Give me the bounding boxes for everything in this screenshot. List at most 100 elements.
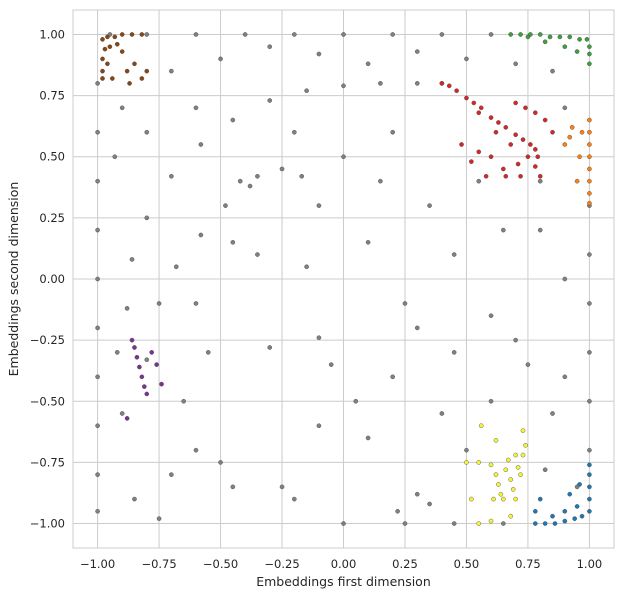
data-point bbox=[535, 154, 541, 160]
data-point bbox=[523, 105, 528, 111]
data-point bbox=[503, 125, 509, 130]
data-point bbox=[95, 129, 100, 135]
data-point bbox=[562, 276, 568, 282]
data-point bbox=[518, 32, 523, 37]
data-point bbox=[173, 264, 179, 270]
data-point bbox=[119, 411, 125, 416]
data-point bbox=[156, 301, 162, 306]
data-point bbox=[439, 411, 445, 416]
y-tick-label: −1.00 bbox=[30, 517, 65, 531]
plot-frame bbox=[72, 9, 615, 549]
data-point bbox=[142, 384, 147, 389]
data-point bbox=[439, 81, 445, 86]
data-point bbox=[464, 95, 469, 101]
data-point bbox=[587, 447, 592, 453]
data-point bbox=[520, 137, 526, 142]
data-point bbox=[501, 227, 506, 233]
data-point bbox=[587, 509, 592, 514]
data-point bbox=[132, 345, 137, 350]
data-point bbox=[587, 154, 592, 160]
data-point bbox=[476, 110, 482, 116]
data-point bbox=[501, 496, 506, 502]
data-point bbox=[144, 32, 150, 37]
data-point bbox=[587, 142, 592, 147]
data-point bbox=[496, 120, 501, 125]
data-point bbox=[483, 173, 489, 179]
data-point bbox=[587, 398, 592, 404]
data-point bbox=[513, 337, 518, 343]
data-point bbox=[451, 350, 457, 355]
data-point bbox=[159, 381, 164, 387]
data-point bbox=[299, 173, 304, 179]
data-point bbox=[562, 374, 568, 380]
data-point bbox=[316, 423, 322, 429]
x-tick-label: 0.25 bbox=[392, 557, 418, 571]
data-point bbox=[169, 68, 174, 74]
data-point bbox=[304, 88, 309, 93]
data-point bbox=[547, 34, 553, 40]
data-point bbox=[496, 482, 501, 487]
data-point bbox=[513, 61, 518, 67]
data-point bbox=[198, 142, 204, 147]
data-point bbox=[503, 467, 509, 473]
data-point bbox=[464, 56, 469, 62]
data-point bbox=[557, 34, 563, 40]
data-point bbox=[464, 447, 469, 453]
data-point bbox=[498, 491, 504, 497]
data-point bbox=[279, 166, 285, 172]
data-point bbox=[242, 32, 248, 37]
data-point bbox=[134, 354, 140, 360]
data-point bbox=[476, 178, 482, 184]
data-points bbox=[95, 32, 592, 526]
x-tick-label: −0.25 bbox=[264, 557, 299, 571]
y-tick-label: 1.00 bbox=[39, 27, 65, 41]
data-point bbox=[513, 452, 518, 458]
data-point bbox=[139, 374, 145, 380]
data-point bbox=[587, 472, 592, 477]
data-point bbox=[550, 513, 555, 519]
data-point bbox=[518, 472, 523, 477]
x-tick-label: 0.50 bbox=[454, 557, 480, 571]
data-point bbox=[476, 521, 482, 526]
data-point bbox=[518, 173, 523, 179]
data-point bbox=[469, 496, 474, 502]
data-point bbox=[505, 457, 511, 463]
data-point bbox=[156, 516, 162, 521]
y-tick-label: −0.25 bbox=[30, 333, 65, 347]
data-point bbox=[316, 203, 322, 208]
data-point bbox=[144, 129, 150, 135]
y-tick-label: −0.75 bbox=[30, 455, 65, 469]
data-point bbox=[515, 161, 521, 167]
data-point bbox=[316, 51, 322, 57]
data-point bbox=[562, 44, 568, 49]
data-point bbox=[365, 435, 371, 441]
data-point bbox=[550, 129, 555, 135]
data-point bbox=[402, 301, 408, 306]
data-point bbox=[100, 68, 105, 74]
data-point bbox=[144, 215, 150, 221]
data-point bbox=[129, 337, 135, 343]
data-point bbox=[414, 491, 420, 497]
data-point bbox=[139, 76, 145, 81]
data-point bbox=[574, 178, 580, 184]
data-point bbox=[501, 521, 506, 526]
data-point bbox=[459, 142, 464, 147]
data-point bbox=[95, 325, 100, 331]
data-point bbox=[169, 173, 174, 179]
data-point bbox=[469, 159, 474, 164]
data-point bbox=[114, 41, 120, 47]
data-point bbox=[488, 462, 494, 468]
data-point bbox=[230, 484, 236, 490]
data-point bbox=[528, 142, 533, 147]
data-point bbox=[230, 240, 236, 245]
data-point bbox=[237, 178, 243, 184]
data-point bbox=[464, 460, 469, 465]
data-point bbox=[95, 472, 100, 477]
data-point bbox=[255, 173, 260, 179]
data-point bbox=[267, 345, 273, 350]
data-point bbox=[488, 32, 494, 37]
data-point bbox=[129, 257, 135, 262]
data-point bbox=[95, 276, 100, 282]
y-tick-label: 0.00 bbox=[39, 272, 65, 286]
data-point bbox=[137, 364, 142, 370]
